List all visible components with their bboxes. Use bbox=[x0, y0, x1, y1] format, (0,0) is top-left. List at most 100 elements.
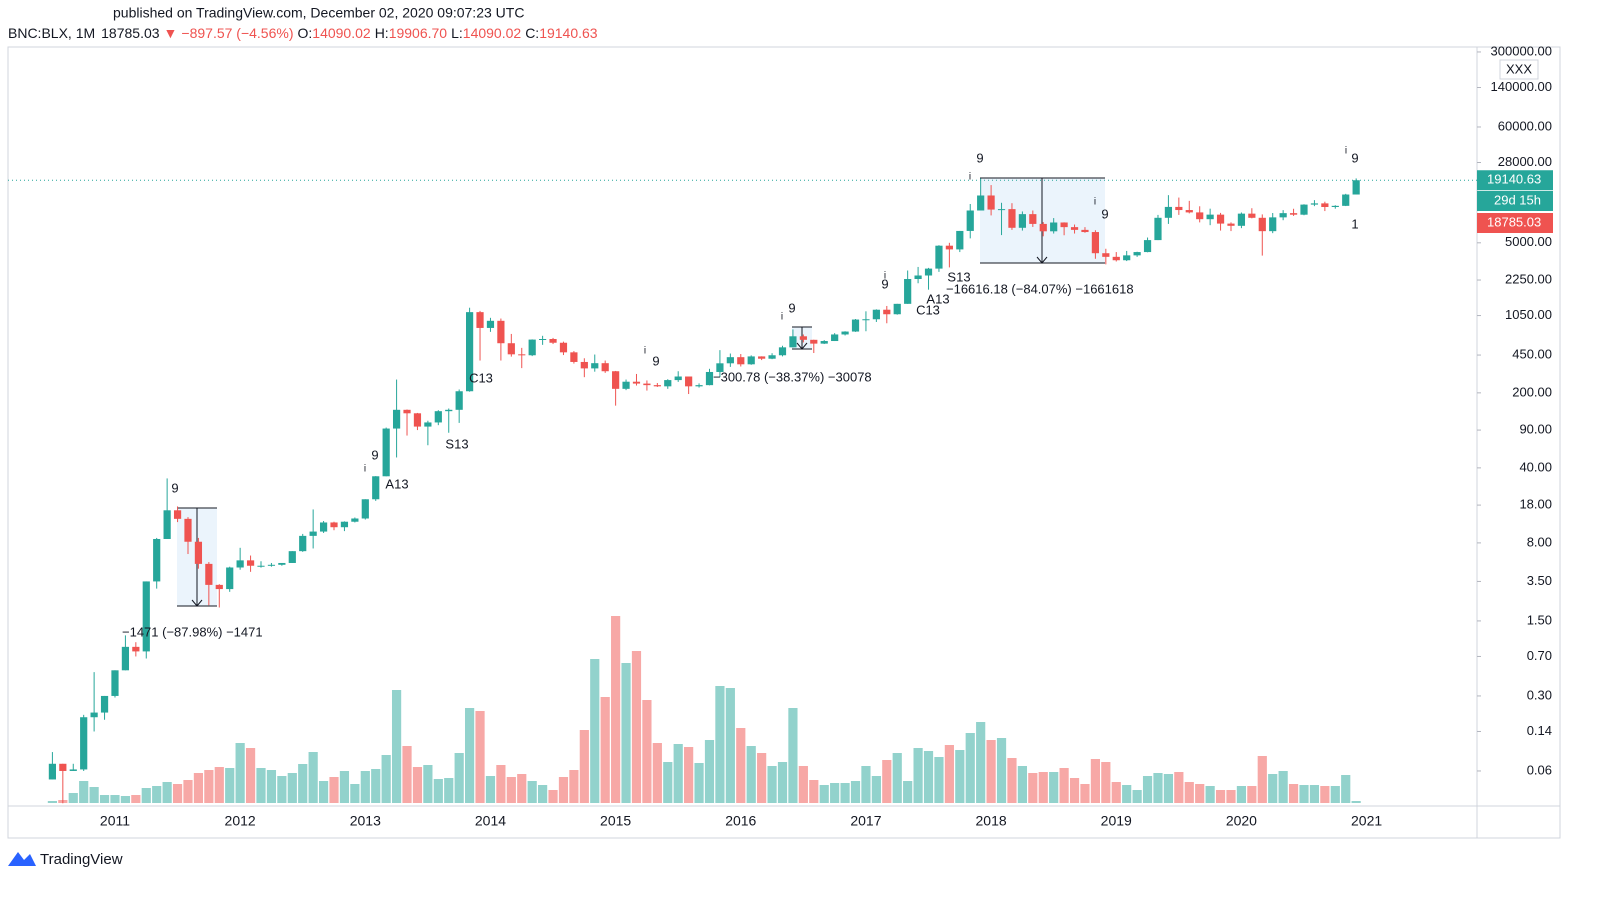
volume-bar bbox=[1132, 790, 1142, 803]
volume-bar bbox=[496, 765, 506, 803]
scale-button-label[interactable]: XXX bbox=[1506, 61, 1532, 76]
countdown: 29d 15h bbox=[1494, 192, 1541, 207]
x-tick-label: 2019 bbox=[1101, 813, 1132, 829]
td-count: 9 bbox=[171, 480, 178, 495]
volume-bar bbox=[663, 762, 673, 803]
volume-bar bbox=[277, 776, 287, 803]
volume-bar bbox=[308, 752, 318, 803]
close-label: C: bbox=[525, 25, 539, 41]
candle-body bbox=[1112, 256, 1120, 261]
brand-name: TradingView bbox=[40, 851, 123, 868]
candle-body bbox=[205, 563, 213, 585]
volume-bar bbox=[1309, 785, 1320, 803]
volume-bar bbox=[1007, 758, 1017, 803]
candle-body bbox=[695, 385, 703, 387]
volume-bar bbox=[642, 700, 652, 803]
candle-body bbox=[1321, 203, 1329, 207]
volume-bar bbox=[444, 778, 454, 803]
volume-bar bbox=[1028, 773, 1038, 803]
volume-bar bbox=[579, 730, 589, 803]
candle-body bbox=[257, 565, 265, 567]
volume-bar bbox=[923, 751, 934, 803]
x-tick-label: 2017 bbox=[850, 813, 881, 829]
volume-bar bbox=[68, 793, 78, 803]
volume-bar bbox=[903, 781, 913, 803]
volume-bar bbox=[256, 768, 266, 803]
candle-body bbox=[236, 560, 244, 568]
candle-body bbox=[716, 363, 724, 372]
y-tick-label: 0.30 bbox=[1527, 687, 1552, 702]
candle-body bbox=[1206, 214, 1214, 220]
volume-bar bbox=[1351, 801, 1361, 803]
candle-body bbox=[966, 210, 974, 231]
volume-bar bbox=[1288, 784, 1299, 803]
candle-body bbox=[121, 646, 130, 671]
volume-bar bbox=[715, 686, 725, 803]
volume-bar bbox=[475, 711, 485, 803]
measure-label: −300.78 (−38.37%) −30078 bbox=[713, 369, 872, 384]
candle-body bbox=[737, 357, 745, 365]
candle-body bbox=[361, 499, 369, 519]
candle-body bbox=[351, 518, 359, 522]
volume-bar bbox=[631, 651, 642, 803]
volume-bar bbox=[736, 728, 746, 803]
measure-arrow-head bbox=[1036, 256, 1048, 264]
candle-body bbox=[1258, 217, 1266, 232]
volume-bar bbox=[809, 780, 819, 803]
previous-close: 18785.03 bbox=[1487, 214, 1541, 229]
volume-bar bbox=[652, 743, 662, 803]
scale-button-box[interactable] bbox=[1499, 59, 1539, 80]
x-tick-label: 2020 bbox=[1226, 813, 1257, 829]
volume-bar bbox=[1299, 785, 1309, 803]
y-tick-label: 18.00 bbox=[1519, 497, 1552, 512]
measure-arrow-head bbox=[796, 342, 808, 350]
y-tick-label: 1.50 bbox=[1527, 612, 1552, 627]
volume-bar bbox=[819, 785, 829, 803]
candle-body bbox=[810, 339, 818, 344]
previous-close-badge bbox=[1477, 213, 1553, 233]
candle-body bbox=[580, 361, 588, 369]
td-count: 9 bbox=[976, 150, 983, 165]
volume-bar bbox=[193, 773, 204, 803]
candle-body bbox=[1289, 213, 1298, 215]
candle-body bbox=[632, 381, 641, 384]
candle-body bbox=[518, 354, 526, 356]
td-countdown: S13 bbox=[445, 436, 468, 451]
volume-bar bbox=[214, 767, 224, 803]
candle-body bbox=[664, 380, 672, 387]
volume-bar bbox=[381, 755, 391, 803]
candle-body bbox=[1029, 214, 1037, 224]
volume-bar bbox=[162, 782, 172, 803]
countdown-badge bbox=[1477, 191, 1553, 211]
volume-bar bbox=[485, 776, 496, 803]
brand: TradingView bbox=[8, 851, 123, 868]
x-tick-label: 2014 bbox=[475, 813, 506, 829]
volume-bar bbox=[245, 748, 256, 803]
candle-body bbox=[424, 422, 432, 427]
volume-bar bbox=[767, 766, 777, 803]
candle-body bbox=[497, 320, 505, 344]
volume-bar bbox=[1247, 786, 1257, 803]
candle-body bbox=[69, 769, 77, 771]
candle-body bbox=[987, 195, 995, 210]
candle-body bbox=[403, 409, 411, 414]
td-mark: i bbox=[644, 346, 646, 357]
volume-bar bbox=[934, 757, 944, 803]
published-note: published on TradingView.com, December 0… bbox=[113, 5, 524, 21]
volume-bar bbox=[569, 770, 579, 803]
scale-button[interactable]: XXX bbox=[1499, 59, 1539, 80]
volume-bar bbox=[391, 690, 402, 803]
volume-bar bbox=[986, 740, 996, 803]
candle-body bbox=[831, 334, 839, 342]
candle-body bbox=[1154, 217, 1162, 241]
volume-bar bbox=[110, 795, 120, 803]
candle-body bbox=[872, 309, 880, 320]
td-count: 9 bbox=[881, 276, 888, 291]
volume-bar bbox=[892, 753, 902, 803]
volume-bar bbox=[423, 765, 433, 803]
candle-body bbox=[1269, 217, 1277, 232]
volume-bar bbox=[1195, 784, 1205, 803]
volume-bar bbox=[152, 786, 162, 803]
